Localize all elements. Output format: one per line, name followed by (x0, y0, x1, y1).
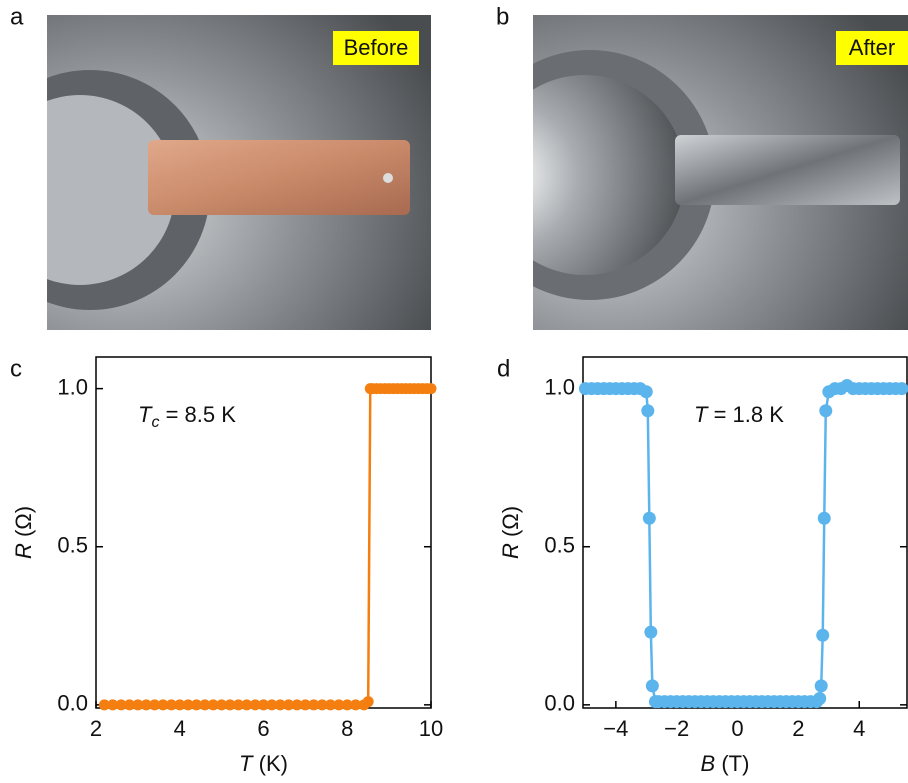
x-tick-label: 2 (792, 716, 804, 741)
data-point (895, 382, 908, 395)
data-point (644, 626, 657, 639)
x-label-unit: (K) (253, 751, 288, 776)
y-label-unit: (Ω) (11, 506, 36, 543)
x-axis-label: T (K) (239, 751, 288, 776)
panel-label: b (496, 3, 509, 30)
data-point (640, 385, 653, 398)
data-point (643, 512, 656, 525)
y-axis-label: R (Ω) (498, 506, 523, 559)
series-line (585, 385, 901, 701)
x-label-unit: (T) (715, 751, 749, 776)
data-point (813, 692, 826, 705)
annotation-text: = 8.5 K (159, 402, 236, 427)
data-point (816, 629, 829, 642)
annotation: Tc = 8.5 K (138, 402, 236, 431)
data-point (818, 512, 831, 525)
x-tick-label: 2 (90, 716, 102, 741)
x-tick-label: 6 (257, 716, 269, 741)
annotation-text: = 1.8 K (707, 402, 784, 427)
x-label-symbol: B (701, 751, 716, 776)
data-point (819, 404, 832, 417)
figure: Before After a b 2468100.00.51.0cTc = 8.… (0, 0, 908, 783)
panel-label: a (10, 3, 24, 30)
x-tick-label: 10 (419, 716, 443, 741)
x-tick-label: −4 (603, 716, 628, 741)
series-line (104, 389, 431, 705)
y-tick-label: 0.5 (57, 533, 88, 558)
y-tick-label: 0.0 (544, 691, 575, 716)
data-point (426, 383, 437, 394)
y-axis-label: R (Ω) (11, 506, 36, 559)
y-tick-label: 0.0 (57, 691, 88, 716)
y-label-symbol: R (498, 543, 523, 559)
x-tick-label: 0 (731, 716, 743, 741)
annotation-subscript: c (151, 414, 159, 431)
data-point (815, 679, 828, 692)
x-axis-label: B (T) (701, 751, 750, 776)
photo-caption: After (849, 35, 895, 60)
y-label-symbol: R (11, 543, 36, 559)
x-tick-label: 4 (174, 716, 186, 741)
data-point (646, 679, 659, 692)
y-tick-label: 1.0 (57, 374, 88, 399)
y-tick-label: 0.5 (544, 533, 575, 558)
x-tick-label: 4 (853, 716, 865, 741)
photo-caption: Before (344, 35, 409, 60)
y-label-unit: (Ω) (498, 506, 523, 543)
x-tick-label: 8 (341, 716, 353, 741)
y-tick-label: 1.0 (544, 374, 575, 399)
panel-label: c (10, 355, 22, 382)
annotation: T = 1.8 K (694, 402, 784, 427)
data-point (363, 696, 374, 707)
data-point (641, 404, 654, 417)
x-tick-label: −2 (664, 716, 689, 741)
panel-label: d (497, 355, 510, 382)
